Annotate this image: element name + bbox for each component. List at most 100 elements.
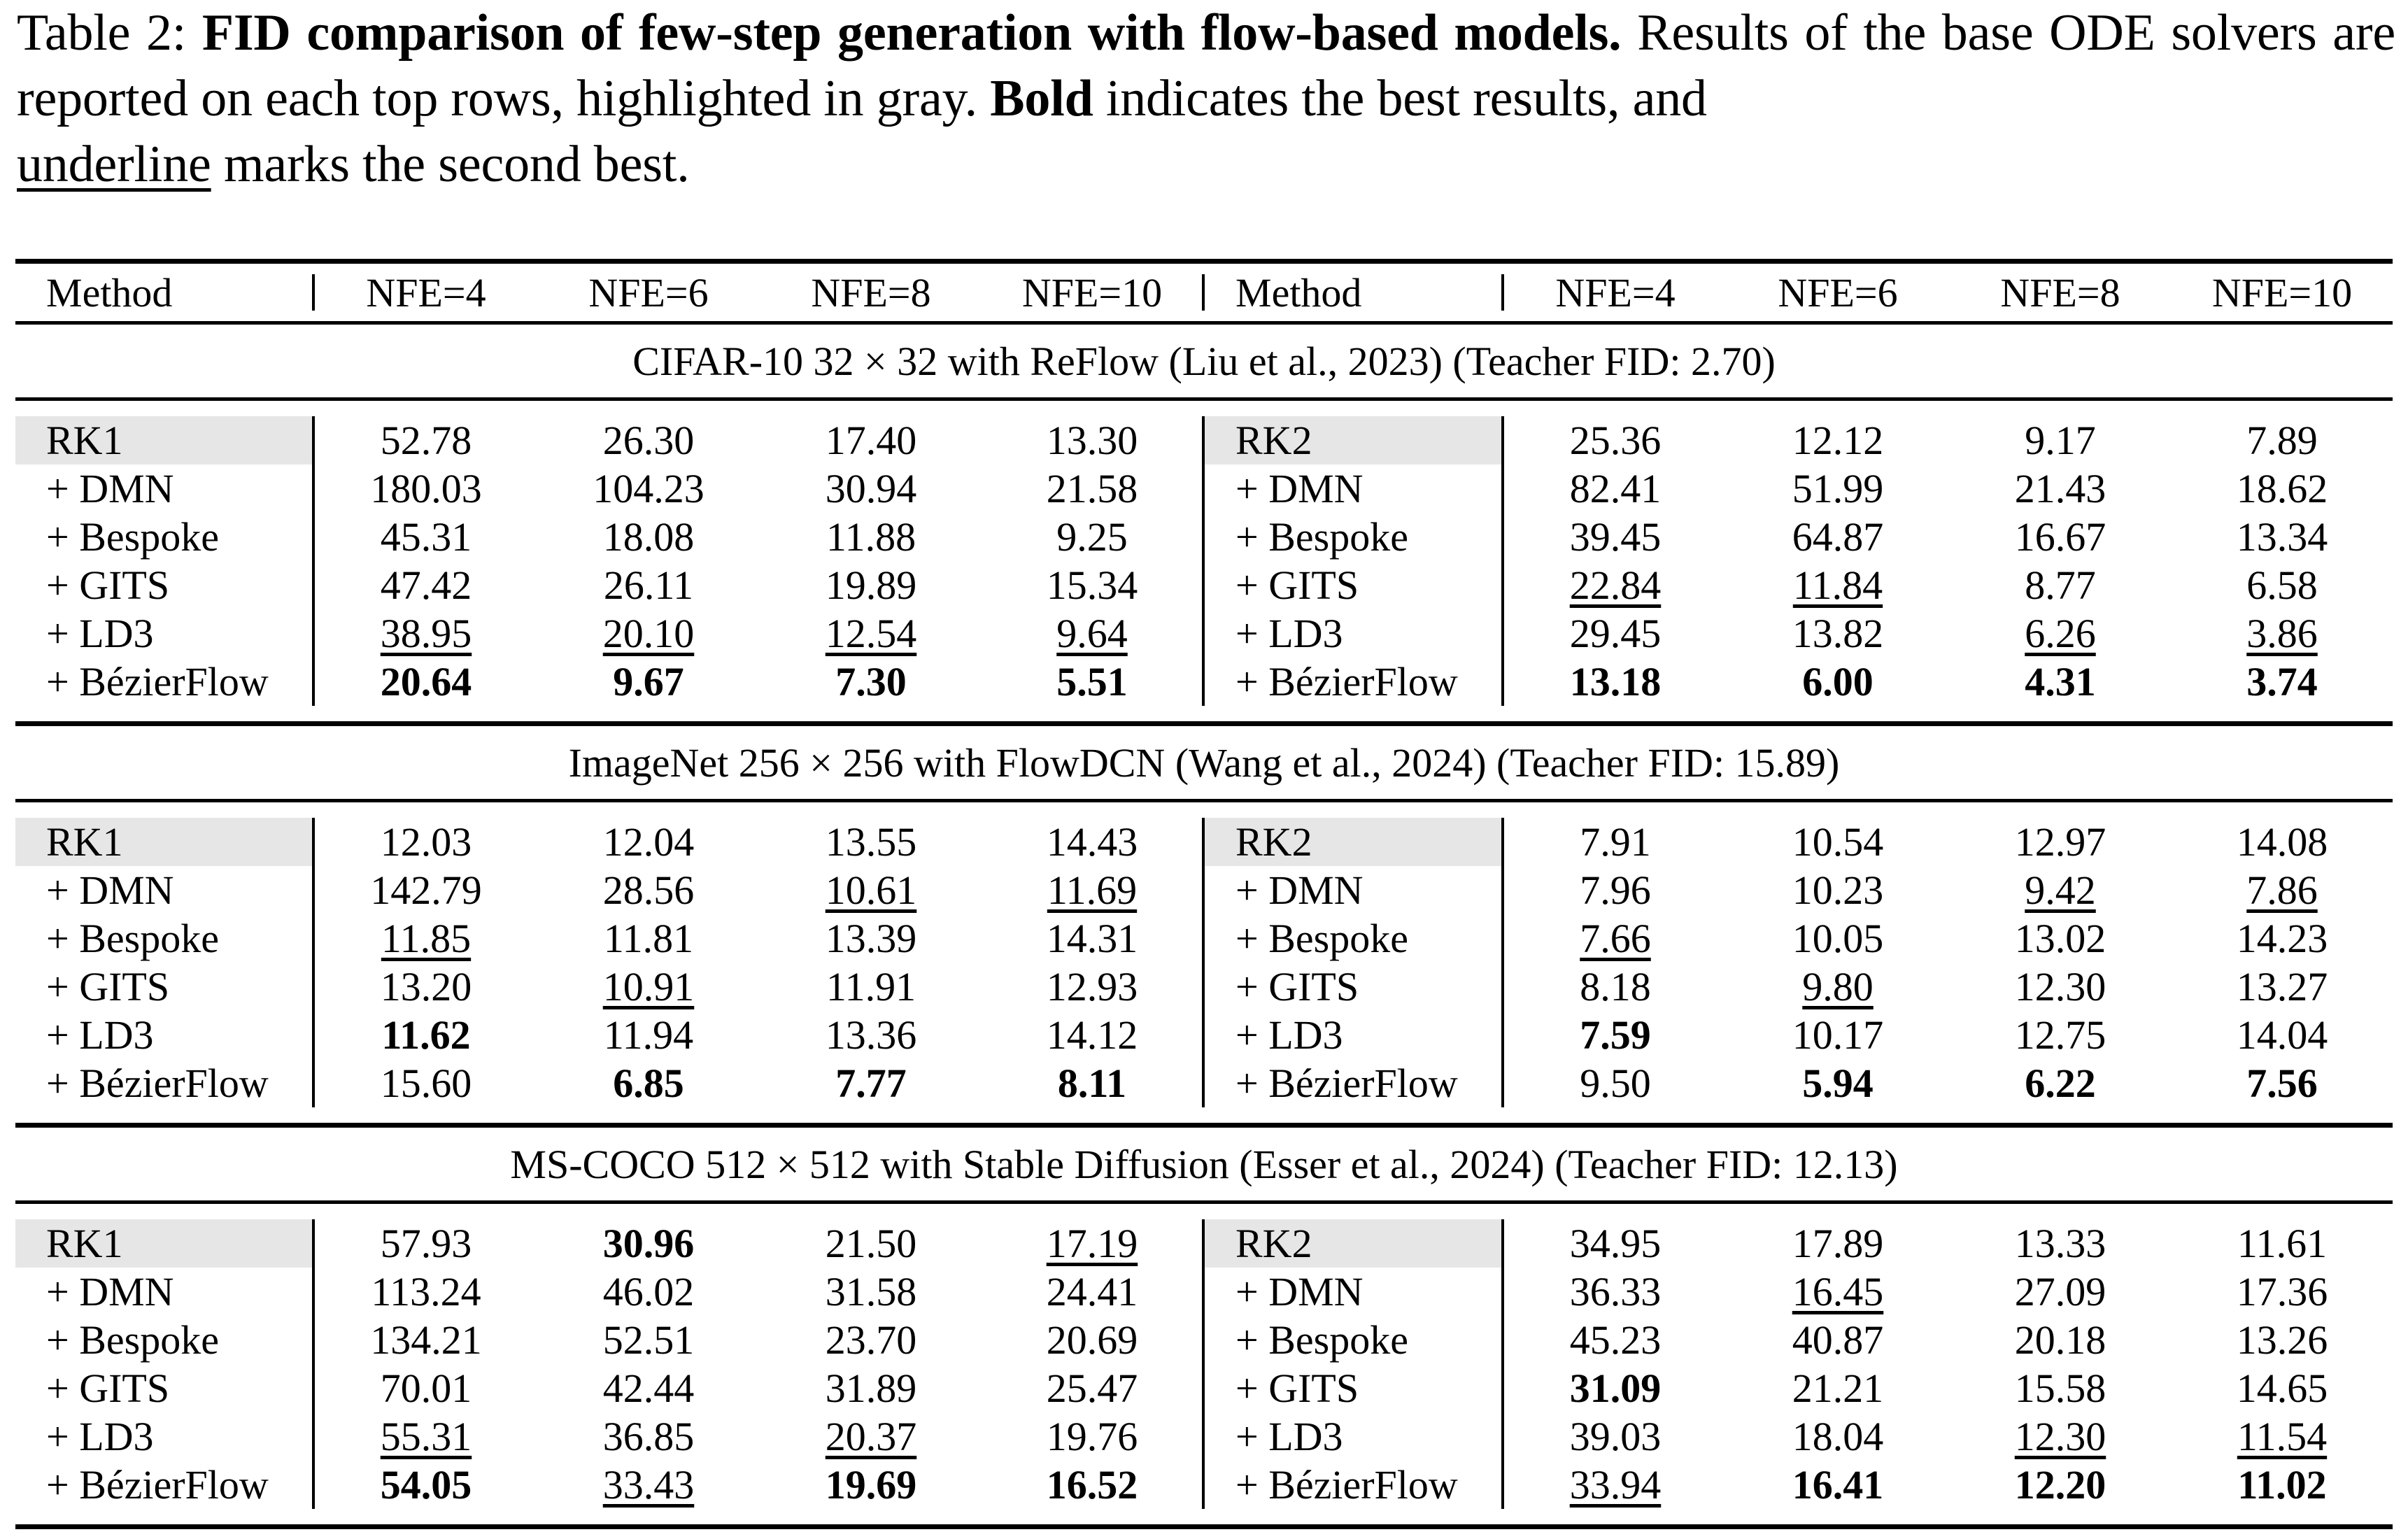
best-value: 9.67 [613, 659, 684, 704]
fid-value-cell: 31.89 [760, 1364, 982, 1412]
fid-value: 25.47 [1046, 1366, 1138, 1411]
method-cell: + LD3 [15, 609, 315, 658]
fid-value-cell: 14.31 [982, 914, 1205, 963]
fid-value-cell: 46.02 [537, 1268, 760, 1316]
fid-value-cell: 34.95 [1504, 1219, 1727, 1268]
fid-value: 13.82 [1792, 611, 1884, 656]
second-best-value: 11.85 [381, 916, 472, 961]
fid-value-cell: 51.99 [1727, 464, 1949, 513]
fid-value: 52.78 [380, 418, 472, 463]
fid-value-cell: 20.10 [537, 609, 760, 658]
method-cell: + Bespoke [1205, 914, 1504, 963]
fid-value: 11.61 [2237, 1221, 2328, 1266]
table-row: + DMN 142.79 28.56 10.61 11.69 + DMN 7.96 10.23… [15, 866, 2393, 914]
fid-value: 12.97 [2014, 819, 2106, 865]
second-best-value: 33.43 [602, 1462, 695, 1508]
method-cell: + BézierFlow [15, 1461, 315, 1509]
fid-value-cell: 42.44 [537, 1364, 760, 1412]
table-row: RK1 57.93 30.96 21.50 17.19 RK2 34.95 17.89 13.3… [15, 1219, 2393, 1268]
fid-value-cell: 31.09 [1504, 1364, 1727, 1412]
method-cell: + Bespoke [15, 513, 315, 561]
method-cell: + LD3 [1205, 1011, 1504, 1059]
fid-value-cell: 45.23 [1504, 1316, 1727, 1364]
header-nfe8-right: NFE=8 [2000, 269, 2120, 315]
fid-value-cell: 20.69 [982, 1316, 1205, 1364]
fid-value: 12.04 [602, 819, 695, 865]
fid-value-cell: 14.23 [2172, 914, 2393, 963]
fid-value-cell: 12.30 [1949, 963, 2172, 1011]
header-nfe6-right: NFE=6 [1778, 269, 1898, 315]
second-best-value: 7.66 [1580, 916, 1651, 961]
table-caption: Table 2: FID comparison of few-step gene… [17, 0, 2395, 197]
method-cell: + Bespoke [1205, 1316, 1504, 1364]
fid-value: 12.93 [1046, 964, 1138, 1009]
fid-value: 7.96 [1580, 867, 1651, 913]
fid-value: 104.23 [593, 466, 704, 511]
second-best-value: 10.61 [825, 867, 917, 913]
fid-value-cell: 55.31 [315, 1412, 537, 1461]
best-value: 30.96 [602, 1221, 695, 1266]
fid-value: 47.42 [380, 562, 472, 608]
fid-value-cell: 25.47 [982, 1364, 1205, 1412]
caption-bold-word: Bold [990, 70, 1093, 127]
fid-value-cell: 13.18 [1504, 658, 1727, 706]
fid-value: 34.95 [1569, 1221, 1662, 1266]
fid-value: 14.65 [2236, 1366, 2328, 1411]
section-title: MS-COCO 512 × 512 with Stable Diffusion … [510, 1141, 1898, 1187]
fid-value-cell: 13.39 [760, 914, 982, 963]
fid-value-cell: 15.60 [315, 1059, 537, 1107]
fid-value: 57.93 [380, 1221, 472, 1266]
table-row: + BézierFlow 54.05 33.43 19.69 16.52 + Bézier… [15, 1461, 2393, 1509]
method-cell: + DMN [1205, 1268, 1504, 1316]
method-cell: + LD3 [15, 1011, 315, 1059]
fid-value-cell: 11.94 [537, 1011, 760, 1059]
section-end-rule [15, 721, 2393, 726]
caption-label: Table 2: [17, 4, 187, 62]
fid-value: 13.27 [2236, 964, 2328, 1009]
method-cell: + DMN [15, 1268, 315, 1316]
fid-value-cell: 24.41 [982, 1268, 1205, 1316]
fid-value: 11.94 [603, 1012, 694, 1058]
fid-value: 13.55 [825, 819, 917, 865]
fid-value: 39.03 [1569, 1414, 1662, 1459]
table-row: + LD3 55.31 36.85 20.37 19.76 + LD3 39.03 18.04… [15, 1412, 2393, 1461]
second-best-value: 11.69 [1047, 867, 1138, 913]
fid-value: 42.44 [602, 1366, 695, 1411]
fid-value-cell: 7.56 [2172, 1059, 2393, 1107]
fid-value-cell: 64.87 [1727, 513, 1949, 561]
fid-value: 10.23 [1792, 867, 1884, 913]
fid-value-cell: 104.23 [537, 464, 760, 513]
fid-value-cell: 14.04 [2172, 1011, 2393, 1059]
fid-value-cell: 8.18 [1504, 963, 1727, 1011]
fid-value-cell: 30.96 [537, 1219, 760, 1268]
fid-value: 10.17 [1792, 1012, 1884, 1058]
fid-value: 13.30 [1046, 418, 1138, 463]
header-nfe10-right: NFE=10 [2211, 269, 2353, 315]
second-best-value: 9.64 [1056, 611, 1128, 656]
best-value: 13.18 [1569, 659, 1662, 704]
best-value: 20.64 [380, 659, 472, 704]
fid-value: 12.30 [2014, 964, 2106, 1009]
fid-value-cell: 11.84 [1727, 561, 1949, 609]
fid-value: 64.87 [1792, 514, 1884, 560]
header-method-left: Method [15, 270, 315, 315]
fid-value: 45.23 [1569, 1317, 1662, 1363]
fid-value-cell: 17.40 [760, 416, 982, 464]
fid-value-cell: 7.86 [2172, 866, 2393, 914]
best-value: 12.20 [2014, 1462, 2106, 1508]
second-best-value: 38.95 [380, 611, 472, 656]
fid-value: 11.88 [826, 514, 916, 560]
method-cell: + GITS [15, 561, 315, 609]
second-best-value: 12.30 [2014, 1414, 2106, 1459]
fid-value-cell: 3.74 [2172, 658, 2393, 706]
fid-value-cell: 54.05 [315, 1461, 537, 1509]
fid-value: 36.85 [602, 1414, 695, 1459]
method-cell: + DMN [1205, 866, 1504, 914]
bottom-rule [15, 1524, 2393, 1529]
fid-value: 21.50 [825, 1221, 917, 1266]
fid-value-cell: 12.54 [760, 609, 982, 658]
fid-value: 17.36 [2236, 1269, 2328, 1314]
fid-value-cell: 11.69 [982, 866, 1205, 914]
fid-value-cell: 39.45 [1504, 513, 1727, 561]
table-row: + LD3 38.95 20.10 12.54 9.64 + LD3 29.45 13.82 6… [15, 609, 2393, 658]
